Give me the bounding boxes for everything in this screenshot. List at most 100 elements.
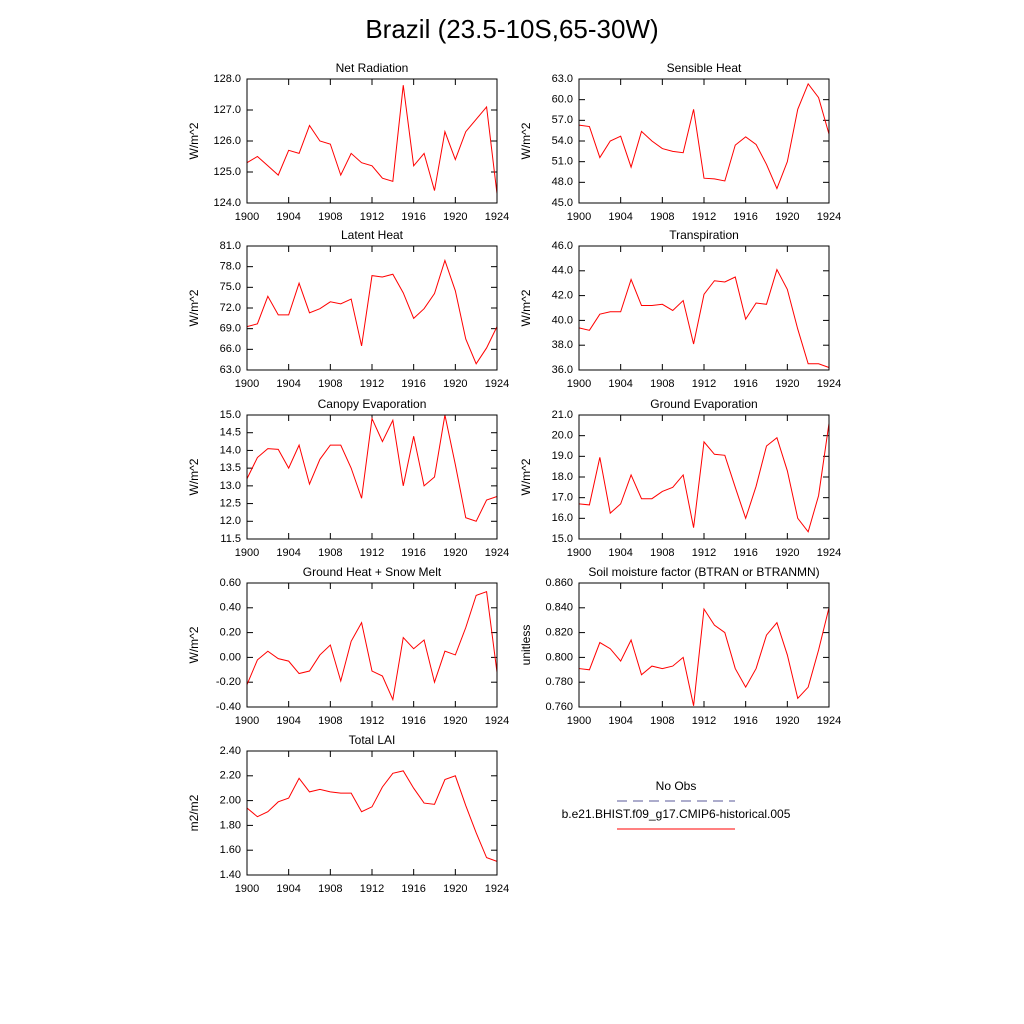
y-tick-label: 15.0: [220, 409, 241, 421]
x-tick-label: 1908: [650, 715, 674, 727]
data-line: [578, 607, 830, 706]
x-tick-label: 1912: [360, 715, 384, 727]
plot-frame: [246, 78, 498, 204]
x-tick-label: 1904: [608, 715, 632, 727]
plot-frame: [246, 245, 498, 371]
y-tick-label: 0.00: [220, 651, 241, 663]
y-tick-label: 1.60: [220, 844, 241, 856]
y-tick-label: 81.0: [220, 240, 241, 252]
x-tick-label: 1912: [692, 378, 716, 390]
panel-title: Soil moisture factor (BTRAN or BTRANMN): [588, 565, 819, 579]
y-tick-label: 12.5: [220, 497, 241, 509]
x-tick-label: 1912: [692, 211, 716, 223]
y-tick-label: 54.0: [552, 135, 573, 147]
data-line: [578, 423, 830, 533]
x-tick-label: 1924: [817, 715, 841, 727]
x-tick-label: 1916: [401, 715, 425, 727]
x-tick-label: 1920: [443, 547, 467, 559]
y-tick-label: 40.0: [552, 314, 573, 326]
y-tick-label: 51.0: [552, 156, 573, 168]
y-tick-label: 12.0: [220, 515, 241, 527]
x-tick-label: 1900: [235, 715, 259, 727]
x-tick-label: 1908: [650, 378, 674, 390]
y-tick-label: 48.0: [552, 176, 573, 188]
y-axis-label: W/m^2: [187, 289, 201, 326]
y-tick-label: 13.0: [220, 480, 241, 492]
y-tick-label: 0.760: [545, 701, 573, 713]
y-tick-label: 16.0: [552, 512, 573, 524]
y-axis-label: W/m^2: [187, 626, 201, 663]
y-tick-label: 125.0: [213, 166, 241, 178]
data-line: [578, 268, 830, 368]
x-tick-label: 1904: [608, 547, 632, 559]
y-tick-label: 78.0: [220, 261, 241, 273]
y-tick-label: 15.0: [552, 533, 573, 545]
x-tick-label: 1924: [817, 211, 841, 223]
x-tick-label: 1904: [276, 547, 300, 559]
x-tick-label: 1920: [775, 715, 799, 727]
y-axis-label: W/m^2: [519, 289, 533, 326]
x-tick-label: 1924: [485, 715, 509, 727]
x-tick-label: 1912: [692, 547, 716, 559]
y-tick-label: 45.0: [552, 197, 573, 209]
y-tick-label: 2.20: [220, 770, 241, 782]
plot-frame: [578, 245, 830, 371]
y-axis-label: W/m^2: [519, 458, 533, 495]
panel-title: Ground Heat + Snow Melt: [303, 565, 442, 579]
y-tick-label: 0.860: [545, 577, 573, 589]
x-tick-label: 1924: [485, 211, 509, 223]
x-tick-label: 1908: [318, 883, 342, 895]
panel-title: Total LAI: [349, 733, 396, 747]
y-tick-label: 126.0: [213, 135, 241, 147]
y-tick-label: 38.0: [552, 339, 573, 351]
x-tick-label: 1900: [567, 211, 591, 223]
y-tick-label: 63.0: [220, 364, 241, 376]
x-tick-label: 1908: [318, 715, 342, 727]
figure-title: Brazil (23.5-10S,65-30W): [365, 14, 658, 44]
plot-frame: [578, 582, 830, 708]
x-tick-label: 1920: [775, 378, 799, 390]
plot-frame: [246, 582, 498, 708]
x-tick-label: 1912: [692, 715, 716, 727]
y-tick-label: 11.5: [220, 533, 241, 545]
y-tick-label: 14.0: [220, 444, 241, 456]
x-tick-label: 1916: [401, 378, 425, 390]
x-tick-label: 1904: [276, 211, 300, 223]
x-tick-label: 1900: [567, 547, 591, 559]
x-tick-label: 1904: [276, 378, 300, 390]
x-tick-label: 1924: [817, 378, 841, 390]
x-tick-label: 1920: [443, 378, 467, 390]
y-tick-label: 0.840: [545, 602, 573, 614]
x-tick-label: 1904: [276, 715, 300, 727]
data-line: [246, 770, 498, 862]
x-tick-label: 1908: [650, 547, 674, 559]
legend-label: No Obs: [656, 779, 697, 793]
x-tick-label: 1908: [650, 211, 674, 223]
y-tick-label: 1.80: [220, 819, 241, 831]
y-tick-label: 17.0: [552, 492, 573, 504]
x-tick-label: 1900: [235, 547, 259, 559]
y-axis-label: unitless: [519, 625, 533, 666]
panel-title: Ground Evaporation: [650, 397, 757, 411]
x-tick-label: 1916: [401, 547, 425, 559]
data-line: [246, 85, 498, 194]
y-tick-label: 42.0: [552, 290, 573, 302]
y-tick-label: 19.0: [552, 450, 573, 462]
x-tick-label: 1908: [318, 211, 342, 223]
x-tick-label: 1916: [733, 715, 757, 727]
y-axis-label: m2/m2: [187, 794, 201, 831]
x-tick-label: 1912: [360, 547, 384, 559]
y-tick-label: 0.780: [545, 676, 573, 688]
y-tick-label: 72.0: [220, 302, 241, 314]
y-tick-label: 0.40: [220, 602, 241, 614]
y-tick-label: 14.5: [220, 427, 241, 439]
y-tick-label: 18.0: [552, 471, 573, 483]
x-tick-label: 1916: [733, 211, 757, 223]
y-tick-label: -0.40: [216, 701, 241, 713]
x-tick-label: 1916: [733, 547, 757, 559]
x-tick-label: 1900: [567, 715, 591, 727]
x-tick-label: 1920: [443, 715, 467, 727]
panel-title: Canopy Evaporation: [318, 397, 427, 411]
x-tick-label: 1904: [608, 378, 632, 390]
